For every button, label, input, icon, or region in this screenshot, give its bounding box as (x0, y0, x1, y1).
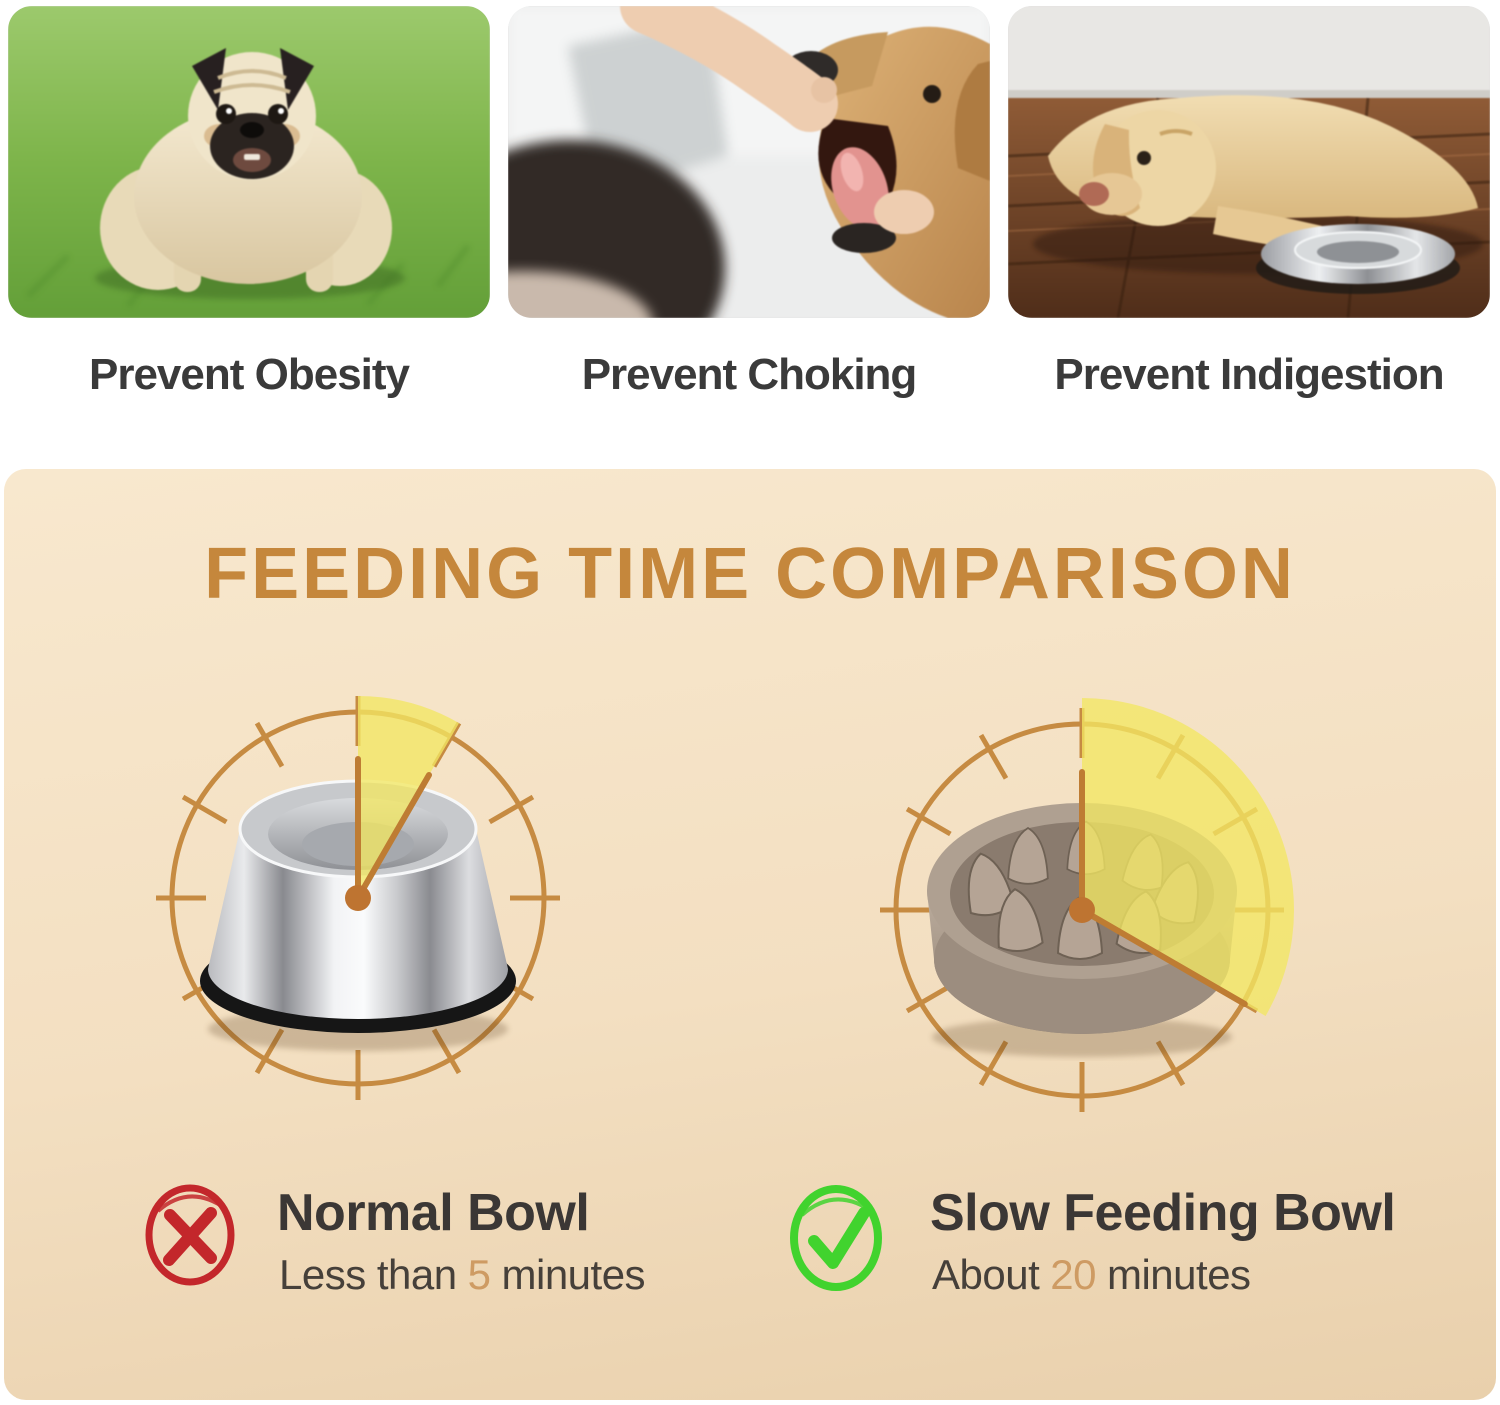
feeding-time-clocks (156, 696, 1295, 1112)
clock-slow-bowl (880, 698, 1295, 1112)
clock-hands-normal (355, 756, 432, 901)
benefit-caption-choking: Prevent Choking (581, 350, 918, 399)
benefit-caption-indigestion: Prevent Indigestion (1054, 350, 1444, 399)
feeding-wedge-slow (1082, 698, 1295, 1016)
normal-bowl-label: Normal Bowl (277, 1184, 590, 1242)
normal-bowl-time: Less than 5 minutes (279, 1251, 646, 1299)
benefit-card-choking: Prevent Choking (508, 6, 990, 400)
obesity-photo (8, 6, 490, 318)
pug-illustration (8, 6, 490, 318)
cross-icon (138, 1179, 242, 1291)
clock-hands-slow (1079, 769, 1248, 1007)
feeding-wedge-normal (358, 696, 459, 898)
benefit-photos-row: Prevent Obesity (8, 6, 1492, 400)
clock-center-dot (1069, 897, 1095, 923)
comparison-title: FEEDING TIME COMPARISON (204, 534, 1296, 614)
tired-dog-illustration (1008, 6, 1490, 318)
time-prefix: Less than (279, 1251, 457, 1298)
steel-bowl-small (1256, 224, 1460, 294)
time-suffix: minutes (1106, 1251, 1251, 1298)
benefit-card-indigestion: Prevent Indigestion (1008, 6, 1490, 400)
time-value: 20 (1050, 1251, 1096, 1298)
clock-normal-bowl (156, 696, 560, 1100)
benefit-card-obesity: Prevent Obesity (8, 6, 490, 400)
time-prefix: About (932, 1251, 1040, 1298)
benefit-caption-obesity: Prevent Obesity (88, 350, 410, 399)
time-suffix: minutes (501, 1251, 646, 1298)
mouth-check-illustration (508, 6, 990, 318)
choking-photo (508, 6, 990, 318)
slow-bowl-time: About 20 minutes (932, 1251, 1251, 1299)
indigestion-photo (1008, 6, 1490, 318)
clock-center-dot (345, 885, 371, 911)
comparison-panel: FEEDING TIME COMPARISON (4, 469, 1496, 1400)
check-icon (784, 1181, 888, 1293)
slow-bowl-label: Slow Feeding Bowl (930, 1184, 1396, 1242)
time-value: 5 (467, 1251, 491, 1298)
